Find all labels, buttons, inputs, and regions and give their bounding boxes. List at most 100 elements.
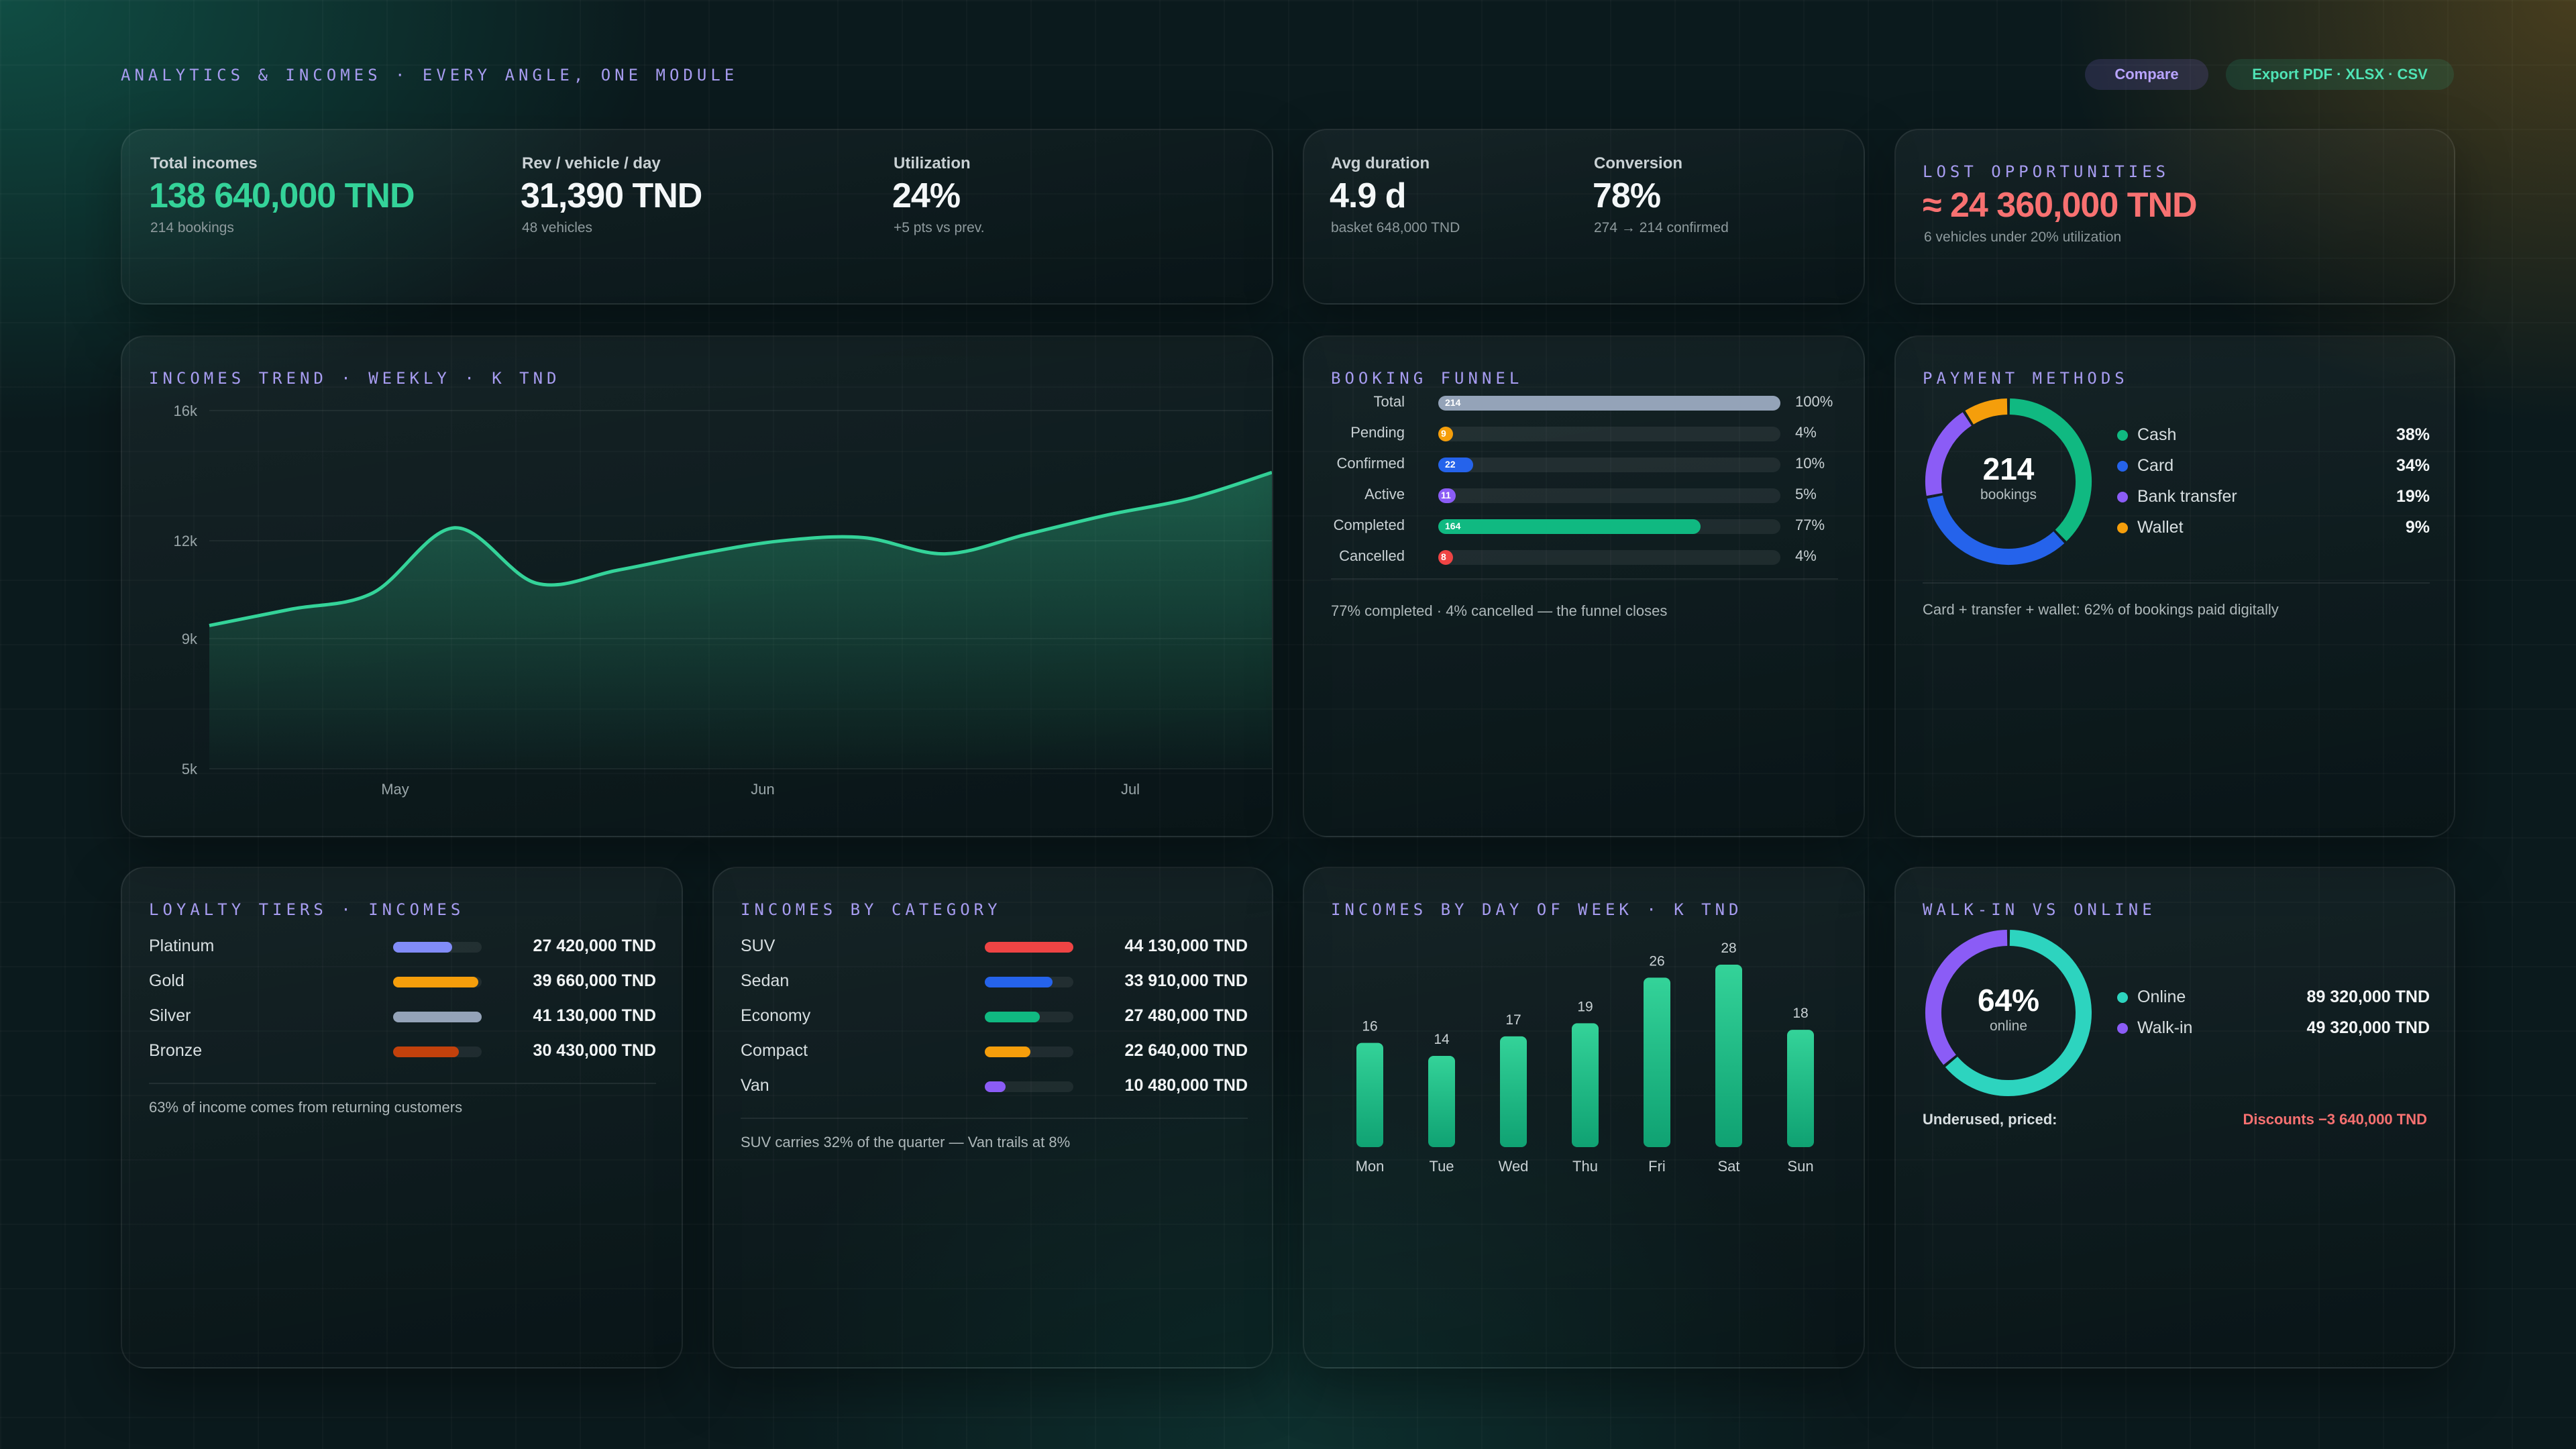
funnel-bar: 8	[1438, 550, 1453, 565]
avg-duration-value: 4.9 d	[1330, 176, 1406, 215]
funnel-title: BOOKING FUNNEL	[1331, 369, 1523, 388]
walkin-legend-item: Online 89 320,000 TND	[2117, 983, 2430, 1010]
dow-category-label: Sun	[1787, 1158, 1813, 1175]
funnel-note: 77% completed · 4% cancelled — the funne…	[1331, 602, 1668, 619]
funnel-stage-label: Completed	[1333, 517, 1405, 533]
dow-value-label: 16	[1362, 1019, 1377, 1034]
funnel-percent-label: 100%	[1795, 393, 1833, 410]
funnel-bar: 22	[1438, 458, 1474, 472]
loyalty-bar	[393, 942, 452, 953]
trend-chart: 16k 12k 9k 5k May Jun Jul	[174, 402, 1272, 798]
loyalty-title: LOYALTY TIERS · INCOMES	[149, 900, 465, 919]
trend-x-tick: May	[381, 781, 409, 798]
dow-bar	[1500, 1036, 1527, 1147]
category-value: 44 130,000 TND	[1124, 936, 1248, 955]
payments-legend-item: Bank transfer 19%	[2117, 483, 2430, 510]
payments-slice	[1927, 495, 2065, 565]
avg-duration-sub: basket 648,000 TND	[1331, 220, 1460, 235]
loyalty-label: Platinum	[149, 936, 215, 955]
payments-legend-item: Card 34%	[2117, 452, 2430, 479]
trend-y-tick: 9k	[182, 631, 198, 647]
loyalty-row: Platinum 27 420,000 TND	[149, 931, 656, 961]
payments-center-value: 214	[1982, 451, 2035, 486]
category-track	[985, 942, 1073, 953]
walkin-legend-item: Walk-in 49 320,000 TND	[2117, 1014, 2430, 1041]
avg-duration-label: Avg duration	[1331, 154, 1430, 172]
category-row: Van 10 480,000 TND	[741, 1071, 1248, 1100]
walkin-legend-dot	[2117, 1023, 2128, 1034]
loyalty-row: Gold 39 660,000 TND	[149, 966, 656, 996]
conversion-value: 78%	[1593, 176, 1661, 215]
trend-x-tick: Jun	[751, 781, 774, 798]
category-track	[985, 1046, 1073, 1057]
dow-category-label: Thu	[1572, 1158, 1598, 1175]
funnel-percent-label: 4%	[1795, 424, 1817, 441]
funnel-count-label: 11	[1441, 490, 1451, 500]
trend-line	[209, 470, 1272, 627]
payments-donut-chart	[1925, 398, 2092, 565]
payments-legend-dot	[2117, 523, 2128, 533]
rev-vehicle-day-label: Rev / vehicle / day	[522, 154, 661, 172]
trend-y-tick: 16k	[174, 402, 198, 419]
conversion-label: Conversion	[1594, 154, 1683, 172]
dow-value-label: 28	[1721, 941, 1736, 956]
funnel-row: Cancelled 8 4%	[1331, 542, 1841, 573]
funnel-bar: 214	[1438, 396, 1780, 411]
category-bar	[985, 1012, 1040, 1022]
category-bar	[985, 1046, 1030, 1057]
dow-category-label: Sat	[1717, 1158, 1739, 1175]
category-title: INCOMES BY CATEGORY	[741, 900, 1002, 919]
total-incomes-value: 138 640,000 TND	[149, 176, 415, 215]
category-row: Compact 22 640,000 TND	[741, 1036, 1248, 1065]
dow-value-label: 14	[1434, 1032, 1450, 1047]
loyalty-label: Bronze	[149, 1041, 203, 1060]
walkin-slice	[1945, 930, 2092, 1096]
category-label: SUV	[741, 936, 775, 955]
category-bar	[985, 977, 1053, 987]
loyalty-bar	[393, 1012, 482, 1022]
payments-legend-dot	[2117, 430, 2128, 441]
loyalty-track	[393, 942, 482, 953]
payments-slice	[1925, 412, 1972, 496]
dow-category-label: Wed	[1499, 1158, 1529, 1175]
dow-bar	[1356, 1042, 1383, 1147]
funnel-percent-label: 5%	[1795, 486, 1817, 502]
funnel-track: 22	[1438, 458, 1780, 472]
conversion-sub: 274 → 214 confirmed	[1594, 220, 1729, 235]
payments-legend-label: Card	[2137, 456, 2174, 475]
category-card: INCOMES BY CATEGORY SUV 44 130,000 TND Sed…	[712, 867, 1273, 1368]
walkin-legend-value: 49 320,000 TND	[2306, 1018, 2430, 1037]
funnel-row: Pending 9 4%	[1331, 419, 1841, 449]
rev-vehicle-day-value: 31,390 TND	[521, 176, 702, 215]
category-value: 10 480,000 TND	[1124, 1076, 1248, 1095]
payments-legend-label: Cash	[2137, 425, 2177, 444]
category-note: SUV carries 32% of the quarter — Van tra…	[741, 1134, 1071, 1150]
export-button[interactable]: Export PDF · XLSX · CSV	[2226, 59, 2454, 90]
total-incomes-sub: 214 bookings	[150, 220, 234, 235]
category-label: Sedan	[741, 971, 790, 990]
loyalty-value: 27 420,000 TND	[533, 936, 656, 955]
loyalty-label: Gold	[149, 971, 184, 990]
payments-legend-value: 9%	[2405, 518, 2430, 537]
funnel-card: BOOKING FUNNEL Total 214 100% Pending 9 4% Con…	[1303, 335, 1865, 837]
walkin-slice	[1925, 930, 2008, 1065]
category-label: Compact	[741, 1041, 808, 1060]
walkin-legend-label: Walk-in	[2137, 1018, 2193, 1037]
loyalty-track	[393, 1012, 482, 1022]
lost-opportunities-value: ≈ 24 360,000 TND	[1923, 186, 2198, 225]
walkin-legend-dot	[2117, 992, 2128, 1003]
category-bar	[985, 942, 1073, 953]
funnel-count-label: 22	[1445, 459, 1456, 470]
funnel-stage-label: Confirmed	[1336, 455, 1405, 472]
payments-legend-item: Cash 38%	[2117, 421, 2430, 448]
dow-value-label: 18	[1792, 1006, 1808, 1021]
dow-bar	[1644, 977, 1670, 1147]
compare-button[interactable]: Compare	[2085, 59, 2208, 90]
trend-y-tick: 5k	[182, 761, 198, 777]
walkin-center-label: online	[1989, 1018, 2028, 1034]
dow-bar	[1715, 965, 1742, 1147]
loyalty-divider	[149, 1083, 656, 1084]
loyalty-track	[393, 1046, 482, 1057]
lost-opportunities-sub: 6 vehicles under 20% utilization	[1924, 229, 2122, 245]
payments-note: Card + transfer + wallet: 62% of booking…	[1923, 601, 2279, 618]
